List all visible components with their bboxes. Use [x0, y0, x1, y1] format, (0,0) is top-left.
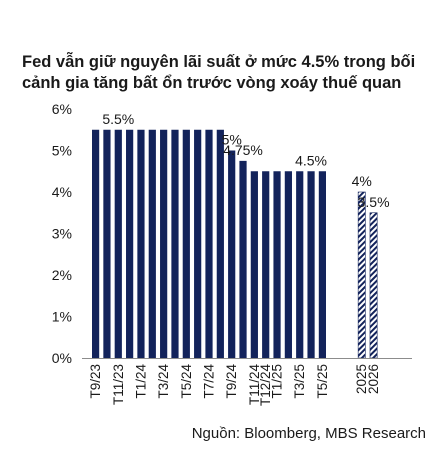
data-label: 5.5%	[102, 111, 134, 127]
y-tick-label: 1%	[52, 309, 72, 325]
x-tick-label: T1/24	[133, 364, 148, 399]
y-tick-label: 0%	[52, 350, 72, 366]
bar	[182, 129, 190, 358]
bar	[92, 129, 100, 358]
bar	[103, 129, 111, 358]
y-tick-label: 5%	[52, 143, 72, 159]
y-tick-label: 4%	[52, 184, 72, 200]
bar	[148, 129, 156, 358]
bar	[262, 171, 270, 358]
data-label: 4%	[352, 173, 372, 189]
bar	[216, 129, 224, 358]
data-label: 4.75%	[223, 142, 263, 158]
bar	[318, 171, 326, 358]
bar	[171, 129, 179, 358]
x-tick-label: T11/24	[247, 364, 262, 406]
x-tick-label: 2026	[366, 364, 381, 394]
x-tick-label: T9/23	[88, 364, 103, 399]
data-label: 3.5%	[358, 194, 390, 210]
chart-title: Fed vẫn giữ nguyên lãi suất ở mức 4.5% t…	[22, 52, 427, 94]
source-note: Nguồn: Bloomberg, MBS Research	[191, 425, 426, 442]
bar	[228, 150, 236, 358]
bar	[250, 171, 258, 358]
bar	[273, 171, 281, 358]
x-tick-label: T5/25	[315, 364, 330, 399]
bar	[307, 171, 315, 358]
y-axis: 0% 1% 2% 3% 4% 5% 6%	[52, 101, 72, 366]
x-tick-label: T11/23	[111, 364, 126, 405]
data-label: 4.5%	[295, 152, 327, 168]
x-tick-label: T7/24	[202, 364, 217, 399]
title-line-1: Fed vẫn giữ nguyên lãi suất ở mức 4.5% t…	[22, 53, 416, 71]
x-tick-label: T3/25	[292, 364, 307, 399]
bar-chart: 0%1%2%3%4%5%6% 5.5%5%4.75%4.5%4%3.5% T9/…	[52, 101, 412, 407]
x-tick-label: T9/24	[224, 364, 239, 399]
x-axis: T9/23 T11/23 T1/24 T3/24 T5/24 T7/24 T9/24 T11/…	[82, 358, 412, 407]
y-tick-label: 2%	[52, 267, 72, 283]
y-tick-label: 6%	[52, 101, 72, 117]
bar	[296, 171, 304, 358]
x-tick-label: T1/25	[270, 364, 285, 399]
bar	[160, 129, 168, 358]
bar	[284, 171, 292, 358]
y-tick-label: 3%	[52, 226, 72, 242]
bar	[194, 129, 202, 358]
x-tick-label: 2025	[354, 364, 369, 394]
title-line-2: cảnh gia tăng bất ổn trước vòng xoáy thu…	[22, 74, 402, 92]
x-tick-label: T5/24	[179, 364, 194, 399]
data-label: 5%	[222, 132, 242, 148]
bar	[239, 160, 247, 358]
bars	[92, 129, 378, 359]
bar	[205, 129, 213, 358]
x-tick-label: T12/24	[258, 364, 273, 407]
bar	[137, 129, 145, 358]
x-tick-label: T3/24	[156, 364, 171, 399]
bar-forecast	[369, 212, 378, 359]
data-labels: 5.5% 5%4.75% 4.5% 4% 3.5%	[102, 111, 389, 210]
bar	[126, 129, 134, 358]
bar	[114, 129, 122, 358]
bar-forecast	[357, 191, 366, 359]
